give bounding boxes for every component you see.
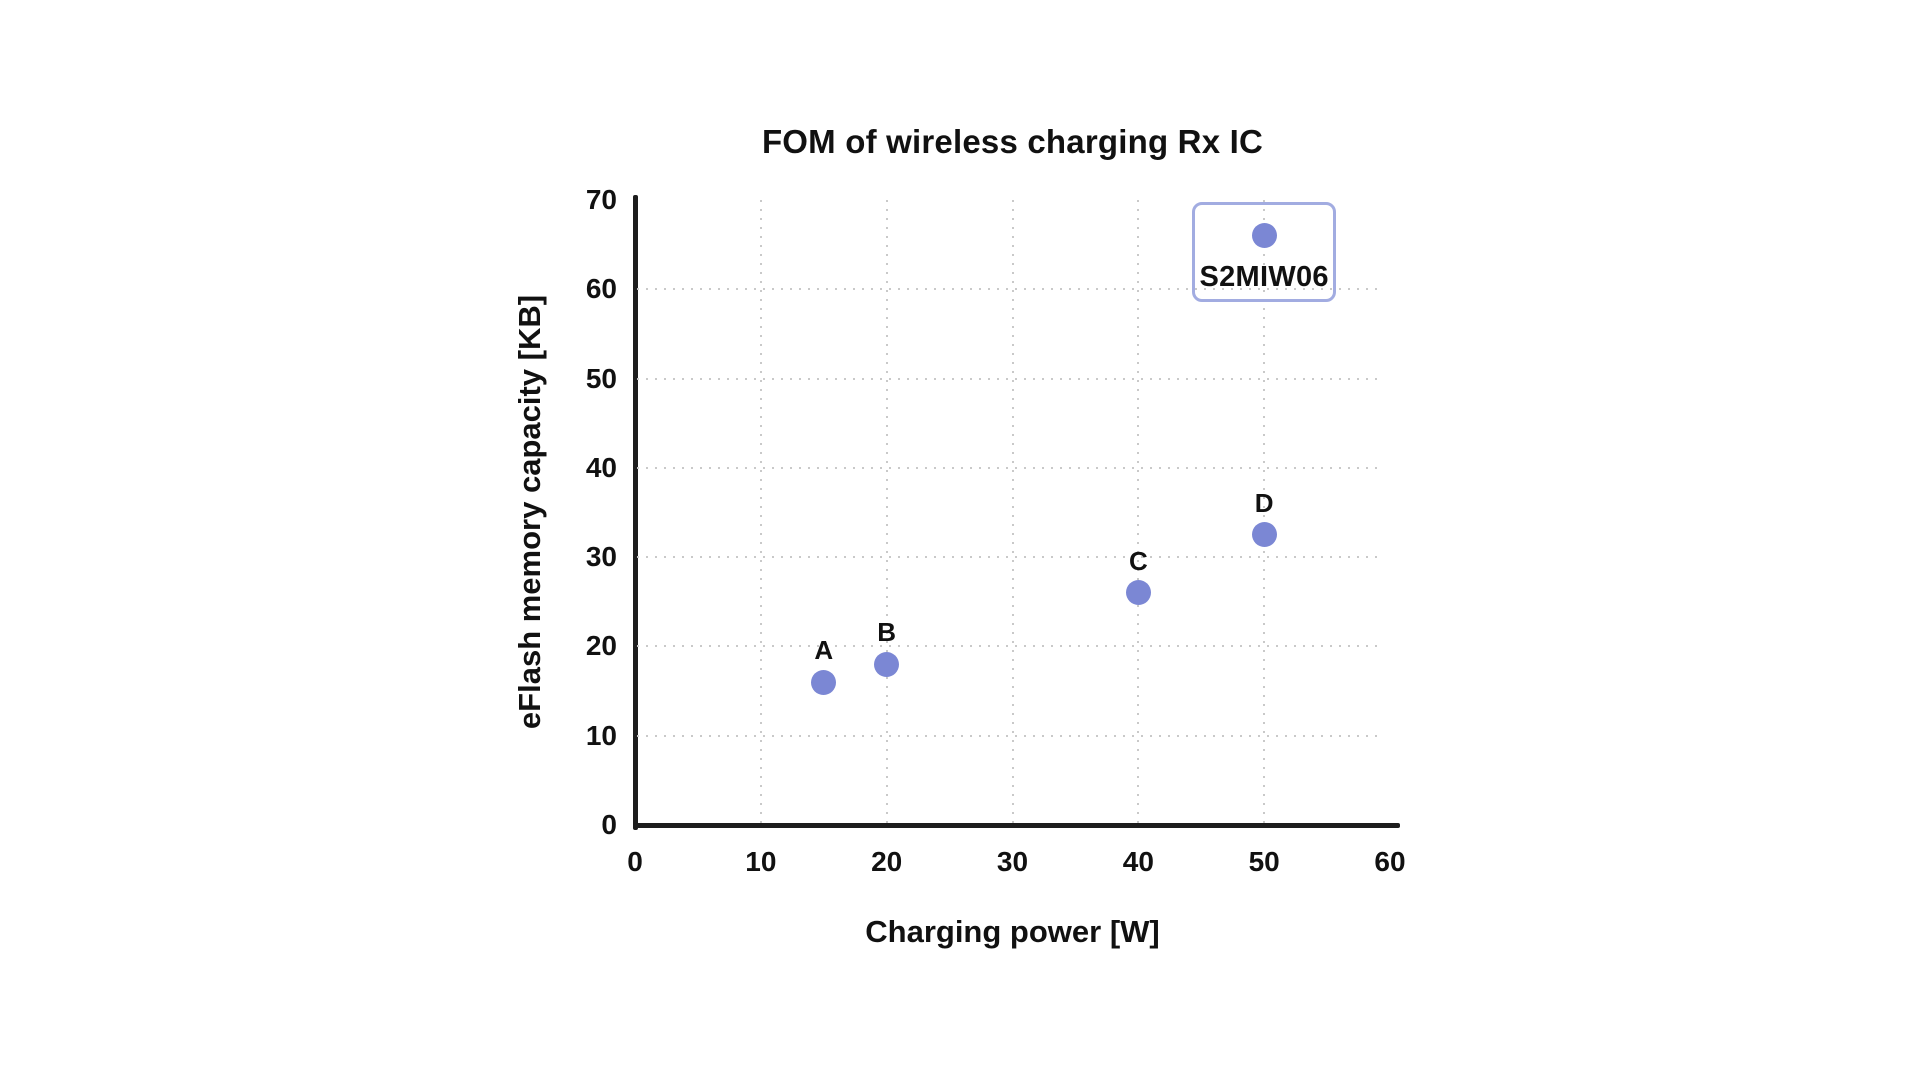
data-point-label: D	[1254, 487, 1274, 518]
vertical-gridline	[759, 200, 762, 825]
data-point-label: A	[814, 635, 834, 666]
x-tick-label: 10	[745, 846, 777, 877]
y-tick-label: 50	[585, 362, 617, 394]
y-axis-line	[633, 195, 638, 830]
vertical-gridline	[885, 200, 888, 825]
y-tick-label: 10	[585, 719, 617, 751]
highlight-point-label: S2MIW06	[1199, 260, 1329, 293]
vertical-gridline	[1263, 200, 1266, 825]
horizontal-gridline	[637, 288, 1384, 291]
vertical-gridline	[1137, 200, 1140, 825]
data-point-dot	[1251, 522, 1277, 548]
y-tick-label: 70	[585, 184, 617, 215]
horizontal-gridline	[637, 734, 1384, 737]
x-tick-label: 60	[1374, 846, 1406, 877]
data-point-dot	[1125, 580, 1151, 606]
data-point-label: C	[1128, 545, 1148, 576]
y-tick-label: 60	[585, 273, 617, 305]
highlight-box: S2MIW06	[1192, 201, 1337, 302]
horizontal-gridline	[637, 466, 1384, 469]
y-tick-label: 30	[585, 541, 617, 573]
horizontal-gridline	[637, 556, 1384, 559]
horizontal-gridline	[637, 377, 1384, 380]
horizontal-gridline	[637, 645, 1384, 648]
data-point-dot	[811, 669, 837, 695]
y-tick-label: 20	[585, 630, 617, 662]
x-tick-label: 40	[1122, 846, 1154, 877]
x-tick-label: 20	[871, 846, 903, 877]
x-tick-label: 30	[996, 846, 1029, 877]
y-tick-label: 40	[585, 451, 617, 483]
data-point-dot	[1251, 223, 1277, 249]
x-tick-label: 0	[627, 846, 643, 877]
chart-title: FOM of wireless charging Rx IC	[761, 123, 1264, 160]
x-axis-line	[633, 823, 1400, 828]
data-point-label: B	[877, 617, 897, 648]
y-axis-label: eFlash memory capacity [KB]	[512, 294, 547, 730]
plot-area: 0 10 20 30 40 50 60 70 0 10 20 30 40 50 60 A B C D S2MIW06	[586, 184, 1406, 877]
y-tick-label: 0	[601, 809, 617, 840]
x-tick-label: 50	[1248, 846, 1280, 877]
data-point-dot	[874, 651, 900, 677]
vertical-gridline	[1011, 200, 1014, 825]
x-axis-label: Charging power [W]	[865, 914, 1160, 949]
